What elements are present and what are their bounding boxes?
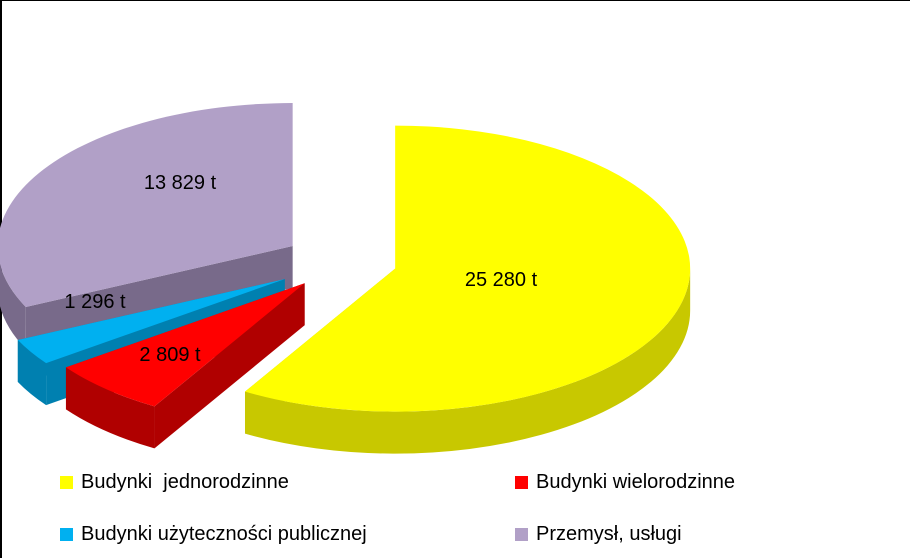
- legend-label: Przemysł, usługi: [536, 522, 682, 545]
- legend: Budynki jednorodzinne Budynki wielorodzi…: [60, 462, 880, 552]
- pie-slice-rim: [65, 367, 155, 449]
- pie-slice-wall: [17, 279, 285, 383]
- pie-slice-top: [244, 125, 691, 412]
- legend-item-budynki-jednorodzinne: Budynki jednorodzinne: [60, 462, 515, 502]
- pie-slice-rim: [0, 263, 26, 349]
- data-label-budynki-jednorodzinne: 25 280 t: [465, 269, 538, 291]
- pie-slice-rim: [244, 268, 691, 454]
- pie-slice-top: [0, 103, 293, 307]
- legend-item-budynki-wielorodzinne: Budynki wielorodzinne: [515, 462, 875, 502]
- legend-item-przemysl-uslugi: Przemysł, usługi: [515, 514, 875, 554]
- legend-swatch: [60, 475, 73, 489]
- pie-slice-budynki-jednorodzinne: [244, 125, 691, 454]
- data-label-budynki-uzytecznosci-publicznej: 1 296 t: [64, 291, 126, 313]
- pie-slice-top: [17, 279, 285, 364]
- legend-item-budynki-uzytecznosci-publicznej: Budynki użyteczności publicznej: [60, 514, 515, 554]
- legend-swatch: [515, 527, 528, 541]
- legend-label: Budynki użyteczności publicznej: [81, 522, 367, 545]
- pie-slice-rim: [17, 340, 47, 406]
- legend-label: Budynki jednorodzinne: [81, 470, 289, 493]
- pie-slice-budynki-wielorodzinne: [65, 283, 305, 449]
- pie-chart: 25 280 t 2 809 t 1 296 t 13 829 t: [0, 103, 691, 454]
- legend-label: Budynki wielorodzinne: [536, 470, 736, 493]
- legend-swatch: [515, 475, 528, 489]
- data-label-budynki-wielorodzinne: 2 809 t: [139, 344, 201, 366]
- pie-slice-top: [65, 283, 305, 407]
- data-label-przemysl-uslugi: 13 829 t: [144, 172, 217, 194]
- legend-swatch: [60, 527, 73, 541]
